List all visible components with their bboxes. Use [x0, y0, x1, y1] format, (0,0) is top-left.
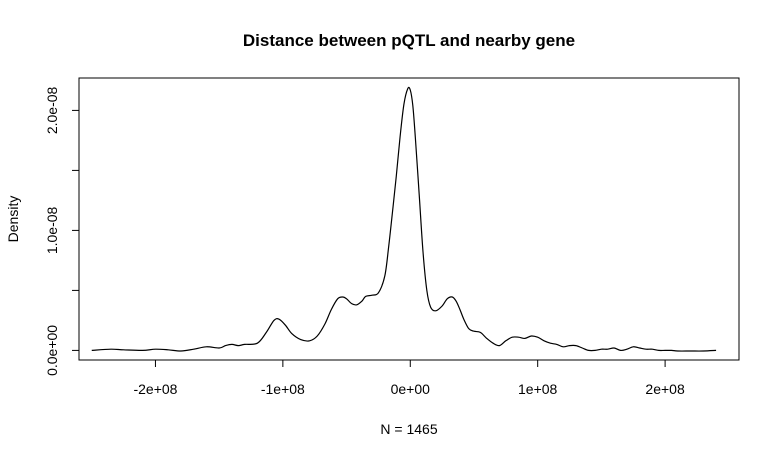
x-tick-label: -2e+08	[133, 381, 177, 397]
x-tick-label: 0e+00	[391, 381, 431, 397]
y-axis: 0.0e+00 1.0e-08 2.0e-08	[44, 86, 80, 376]
x-tick-label: 1e+08	[518, 381, 558, 397]
y-tick-label: 2.0e-08	[44, 86, 60, 134]
y-axis-label: Density	[5, 196, 21, 243]
chart-title: Distance between pQTL and nearby gene	[243, 31, 575, 50]
x-tick-label: -1e+08	[261, 381, 305, 397]
y-tick-label: 1.0e-08	[44, 206, 60, 254]
y-tick-label: 0.0e+00	[44, 325, 60, 376]
x-axis: -2e+08 -1e+08 0e+00 1e+08 2e+08	[133, 359, 685, 397]
x-axis-label: N = 1465	[380, 421, 437, 437]
x-tick-label: 2e+08	[645, 381, 685, 397]
plot-box	[78, 77, 740, 361]
density-curve	[91, 86, 717, 352]
